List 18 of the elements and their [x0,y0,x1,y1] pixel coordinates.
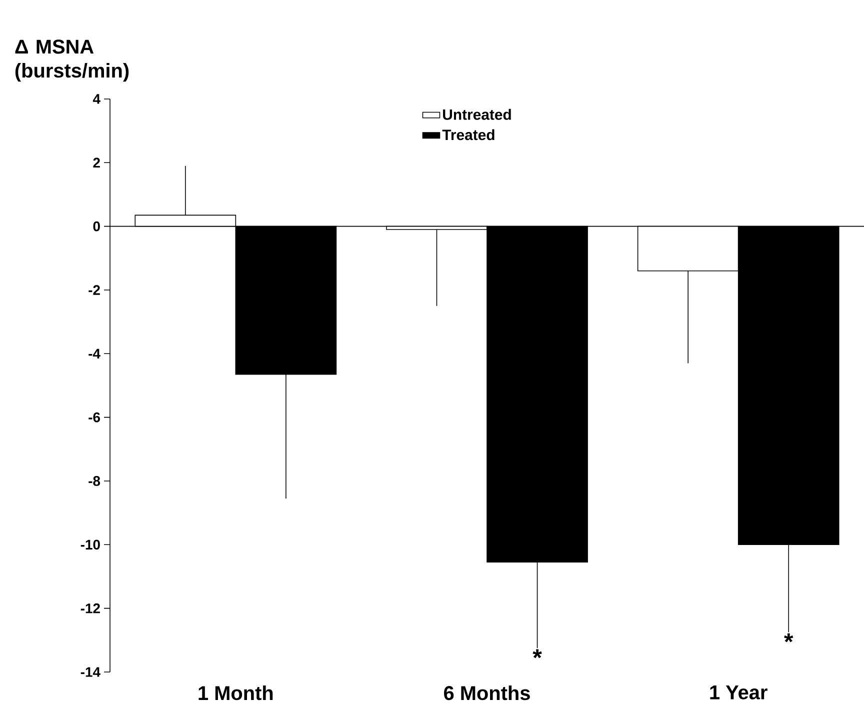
y-tick-label: 0 [93,221,100,232]
y-tick-label: -8 [88,476,100,486]
y-tick-label: 2 [93,158,100,168]
annotation: * [784,633,794,642]
y-axis-title: Δ MSNA (bursts/min) [15,40,129,82]
x-tick-label: 1 Year [710,686,768,700]
y-tick-label: 4 [92,94,100,104]
x-tick-label: 1 Month [198,686,273,700]
y-tick-label: -6 [88,412,100,422]
annotation: * [532,649,542,658]
y-tick-label: -2 [88,285,100,295]
y-tick-label: -4 [88,348,100,358]
y-tick-label: -10 [80,540,100,550]
x-tick-label: 6 Months [444,686,530,700]
y-tick-label: -12 [80,603,100,614]
y-tick-label: -14 [80,667,100,677]
legend-label: Untreated [443,108,511,120]
legend-label: Treated [442,129,494,140]
